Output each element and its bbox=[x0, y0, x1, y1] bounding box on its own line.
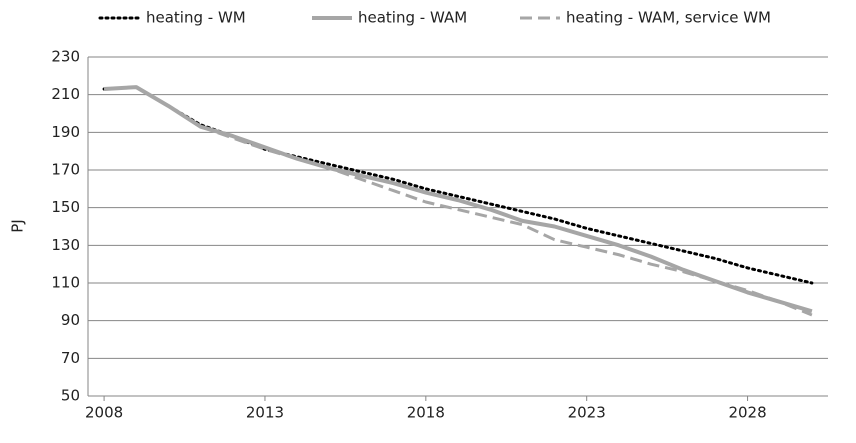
y-tick-label: 110 bbox=[51, 274, 80, 292]
series-line bbox=[103, 85, 813, 317]
legend-label: heating - WM bbox=[146, 9, 246, 27]
x-tick-label: 2023 bbox=[568, 404, 606, 422]
y-tick-label: 130 bbox=[51, 236, 80, 254]
x-tick-label: 2028 bbox=[728, 404, 766, 422]
y-axis-label: PJ bbox=[9, 219, 27, 232]
y-tick-label: 210 bbox=[51, 85, 80, 103]
y-tick-label: 170 bbox=[51, 161, 80, 179]
y-tick-label: 190 bbox=[51, 123, 80, 141]
x-tick-label: 2013 bbox=[246, 404, 284, 422]
y-tick-label: 90 bbox=[61, 311, 80, 329]
y-tick-label: 230 bbox=[51, 48, 80, 66]
x-tick-label: 2008 bbox=[85, 404, 123, 422]
y-tick-label: 50 bbox=[61, 387, 80, 405]
legend-label: heating - WAM, service WM bbox=[566, 9, 771, 27]
y-tick-label: 70 bbox=[61, 349, 80, 367]
legend-label: heating - WAM bbox=[358, 9, 467, 27]
series-line bbox=[102, 85, 814, 285]
y-tick-label: 150 bbox=[51, 198, 80, 216]
x-tick-label: 2018 bbox=[407, 404, 445, 422]
